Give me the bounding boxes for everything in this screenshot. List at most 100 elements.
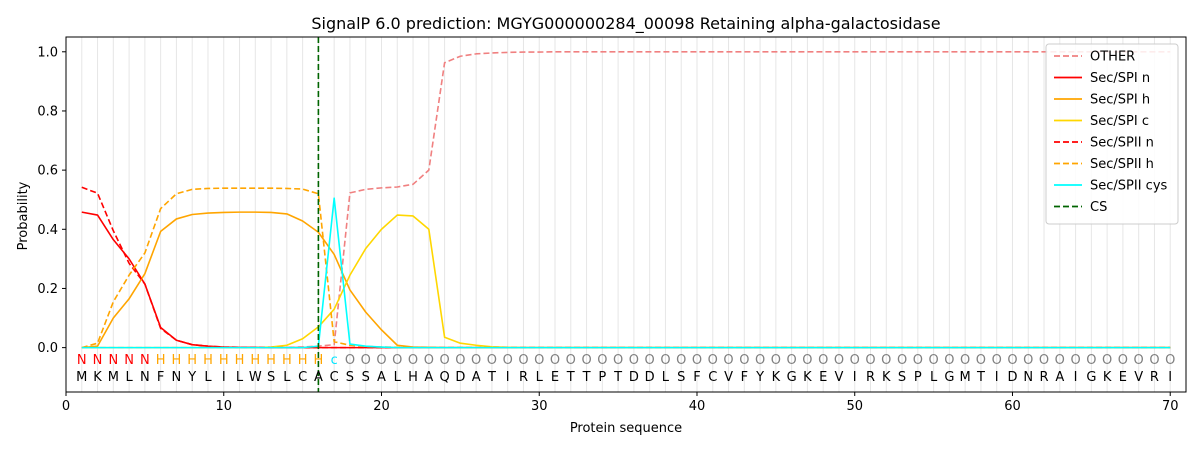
annotation-letter: N xyxy=(124,353,134,368)
legend-label: OTHER xyxy=(1090,50,1135,65)
annotation-letter: N xyxy=(77,353,87,368)
legend-label: Sec/SPI n xyxy=(1090,71,1150,86)
annotation-letter: O xyxy=(708,353,718,368)
annotation-letter: O xyxy=(487,353,497,368)
x-tick-label: 70 xyxy=(1162,399,1179,414)
annotation-letter: O xyxy=(660,353,670,368)
annotation-letter: O xyxy=(928,353,938,368)
annotation-letter: O xyxy=(455,353,465,368)
annotation-letter: H xyxy=(250,353,260,368)
sequence-letter: E xyxy=(1119,370,1127,385)
sequence-letter: C xyxy=(298,370,307,385)
annotation-letter: N xyxy=(140,353,150,368)
y-axis-label: Probability xyxy=(16,181,31,250)
sequence-letter: N xyxy=(172,370,182,385)
grid-lines xyxy=(81,37,1171,392)
series-line-0 xyxy=(81,50,1171,349)
sequence-letter: S xyxy=(267,370,275,385)
sequence-letter: C xyxy=(330,370,339,385)
x-axis-label: Protein sequence xyxy=(570,421,682,436)
annotation-letter: O xyxy=(960,353,970,368)
annotation-letter: H xyxy=(203,353,213,368)
x-tick-label: 60 xyxy=(1004,399,1021,414)
annotation-letter: O xyxy=(1102,353,1112,368)
annotation-letter: O xyxy=(392,353,402,368)
sequence-letter: A xyxy=(472,370,481,385)
sequence-letter: V xyxy=(1134,370,1143,385)
annotation-letter: O xyxy=(1118,353,1128,368)
annotation-letter: O xyxy=(834,353,844,368)
sequence-letter: K xyxy=(1103,370,1112,385)
annotation-letter: H xyxy=(187,353,197,368)
sequence-letter: R xyxy=(1040,370,1049,385)
sequence-letter: K xyxy=(772,370,781,385)
annotation-letter: O xyxy=(865,353,875,368)
annotation-letter: O xyxy=(897,353,907,368)
annotation-letter: O xyxy=(1055,353,1065,368)
annotation-letter: O xyxy=(361,353,371,368)
annotation-letter: N xyxy=(108,353,118,368)
sequence-letter: P xyxy=(914,370,922,385)
sequence-letter: G xyxy=(1086,370,1096,385)
sequence-letter: G xyxy=(787,370,797,385)
annotation-letter: O xyxy=(881,353,891,368)
axes-frame xyxy=(65,36,1187,393)
sequence-letter: I xyxy=(1074,370,1078,385)
sequence-letter: R xyxy=(1150,370,1159,385)
sequence-letter: D xyxy=(645,370,655,385)
sequence-letter: L xyxy=(394,370,402,385)
annotation-letter: O xyxy=(1165,353,1175,368)
annotation-letter: O xyxy=(944,353,954,368)
annotation-letter: O xyxy=(581,353,591,368)
sequence-letter: G xyxy=(944,370,954,385)
sequence-letter: Y xyxy=(755,370,764,385)
annotation-letter: O xyxy=(739,353,749,368)
annotation-letter: O xyxy=(692,353,702,368)
axes: 0 10 20 30 40 50 60 70 0.0 0.2 0.4 0.6 0.8 1.0 xyxy=(37,36,1187,414)
annotation-letter: H xyxy=(156,353,166,368)
sequence-letter: A xyxy=(1055,370,1064,385)
sequence-letter: I xyxy=(506,370,510,385)
series-line-3 xyxy=(81,214,1171,349)
sequence-letter: I xyxy=(995,370,999,385)
series-line-2 xyxy=(81,211,1171,349)
x-tick-label: 0 xyxy=(62,399,70,414)
annotation-letter: O xyxy=(723,353,733,368)
sequence-letter: Y xyxy=(187,370,196,385)
annotation-letter: O xyxy=(1149,353,1159,368)
annotation-letter: O xyxy=(408,353,418,368)
annotation-letter: O xyxy=(629,353,639,368)
series-line-1 xyxy=(81,211,1171,349)
sequence-letter: V xyxy=(835,370,844,385)
annotation-letter: O xyxy=(471,353,481,368)
sequence-letter: L xyxy=(236,370,244,385)
annotation-letter: O xyxy=(518,353,528,368)
chart-title: SignalP 6.0 prediction: MGYG000000284_00… xyxy=(311,14,940,34)
y-tick-label: 0.0 xyxy=(37,341,58,356)
x-tick-label: 20 xyxy=(373,399,390,414)
series-line-6 xyxy=(81,197,1171,349)
sequence-letter: T xyxy=(487,370,496,385)
annotation-letter: O xyxy=(1023,353,1033,368)
legend: OTHER Sec/SPI n Sec/SPI h Sec/SPI c Sec/SPII… xyxy=(1045,43,1179,225)
sequence-letter: L xyxy=(662,370,670,385)
sequence-letter: M xyxy=(960,370,971,385)
annotation-letter: O xyxy=(345,353,355,368)
sequence-letter: K xyxy=(93,370,102,385)
sequence-letter: E xyxy=(819,370,827,385)
sequence-letter: R xyxy=(866,370,875,385)
annotation-letter: O xyxy=(802,353,812,368)
sequence-letter: I xyxy=(222,370,226,385)
sequence-letter: D xyxy=(455,370,465,385)
annotation-letter: O xyxy=(613,353,623,368)
sequence-letter: S xyxy=(898,370,906,385)
sequence-letter: K xyxy=(882,370,891,385)
sequence-letter: E xyxy=(551,370,559,385)
sequence-track: NMNKNMNLNNHFHNHYHLHIHLHWHSHLHCHAcCOSOSOA… xyxy=(76,353,1175,385)
sequence-letter: Q xyxy=(439,370,449,385)
annotation-letter: O xyxy=(976,353,986,368)
legend-label: Sec/SPII n xyxy=(1090,136,1154,151)
sequence-letter: P xyxy=(598,370,606,385)
annotation-letter: H xyxy=(219,353,229,368)
annotation-letter: O xyxy=(534,353,544,368)
